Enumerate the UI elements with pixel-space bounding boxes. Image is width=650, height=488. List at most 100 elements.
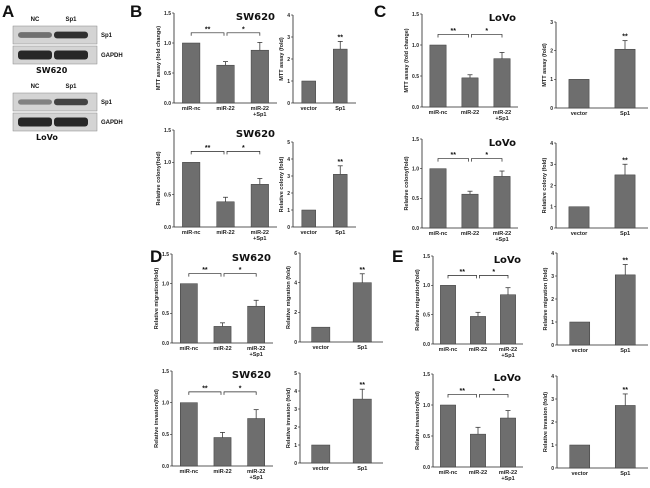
x-tick-label: miR-22 <box>216 230 234 236</box>
y-tick-label: 0.5 <box>423 434 430 440</box>
x-tick-label: miR-nc <box>182 230 201 236</box>
significance-label: ** <box>451 28 457 35</box>
bar <box>301 80 316 104</box>
chart-title: SW620 <box>232 253 271 264</box>
y-tick-label: 3 <box>551 274 554 280</box>
bar <box>311 326 331 343</box>
bar-chart-b-1: 0 1 2 3 4 MTT assay (fold) vector Sp1 ** <box>279 13 356 112</box>
x-tick-label: miR-nc <box>182 106 201 112</box>
x-tick-label: miR-22 +Sp1 <box>493 110 511 122</box>
bar <box>614 174 636 229</box>
bar <box>247 305 266 344</box>
significance-bracket <box>190 150 225 155</box>
x-tick-label: miR-nc <box>439 347 458 353</box>
y-axis-label: MTT assay (fold change) <box>404 28 410 92</box>
y-axis-label: Relative invasion (fold) <box>543 392 549 452</box>
bar-chart-d-10: 0.0 0.5 1.0 1.5 Relative invasion(fold) SW620… <box>154 369 273 481</box>
bar <box>493 58 511 108</box>
y-tick-label: 0 <box>550 106 553 112</box>
significance-label: * <box>242 26 245 33</box>
y-tick-label: 0.0 <box>412 226 419 232</box>
x-tick-label: Sp1 <box>620 348 630 354</box>
significance-bracket <box>471 158 503 162</box>
y-tick-label: 0.0 <box>162 464 169 470</box>
significance-bracket <box>437 158 469 162</box>
chart-title: LoVo <box>489 13 516 24</box>
panel-label-d: D <box>150 247 162 266</box>
y-tick-label: 0.0 <box>412 105 419 111</box>
significance-bracket <box>223 273 257 277</box>
significance-label: ** <box>205 145 211 152</box>
x-tick-label: Sp1 <box>620 111 630 117</box>
y-axis-label: Relative invasion(fold) <box>154 389 160 448</box>
y-tick-label: 1.5 <box>423 372 430 378</box>
bar <box>500 417 516 468</box>
y-tick-label: 1 <box>550 77 553 83</box>
significance-label: * <box>485 152 488 159</box>
y-tick-label: 1.5 <box>164 128 171 134</box>
y-tick-label: 4 <box>287 13 290 19</box>
y-tick-label: 1.0 <box>164 41 171 47</box>
bar-chart-e-15: 0 1 2 3 4 Relative invasion (fold) vector Sp1 ** <box>543 374 648 477</box>
bar <box>182 162 201 228</box>
x-tick-label: miR-nc <box>429 110 448 116</box>
significance-label: * <box>492 388 495 395</box>
y-tick-label: 0 <box>294 461 297 467</box>
y-axis-label: MTT assay (fold) <box>279 37 285 81</box>
bar <box>213 437 232 467</box>
chart-title: SW620 <box>236 12 275 23</box>
y-axis-label: MTT assay (fold) <box>542 43 548 87</box>
bar <box>250 49 269 104</box>
bar <box>429 168 447 229</box>
bar <box>493 176 511 229</box>
significance-label: * <box>239 267 242 274</box>
y-tick-label: 4 <box>550 141 553 147</box>
y-tick-label: 3 <box>287 35 290 41</box>
x-tick-label: vector <box>312 466 329 472</box>
y-tick-label: 1.5 <box>412 12 419 18</box>
bar <box>614 48 636 109</box>
x-tick-label: miR-22 <box>213 469 231 475</box>
y-tick-label: 1.5 <box>162 369 169 375</box>
significance-label: ** <box>623 258 629 265</box>
y-tick-label: 0.5 <box>162 432 169 438</box>
x-tick-label: miR-22 +Sp1 <box>499 347 517 359</box>
significance-label: ** <box>202 385 208 392</box>
y-tick-label: 5 <box>294 371 297 377</box>
chart-title: LoVo <box>489 138 516 149</box>
chart-title: SW620 <box>236 129 275 140</box>
y-tick-label: 0.5 <box>164 71 171 77</box>
y-axis-label: Relative invasion (fold) <box>286 388 292 448</box>
bar <box>352 398 372 464</box>
x-tick-label: vector <box>300 230 317 236</box>
bar <box>179 402 198 467</box>
y-tick-label: 2 <box>287 57 290 63</box>
y-tick-label: 3 <box>550 162 553 168</box>
y-tick-label: 1 <box>294 443 297 449</box>
y-tick-label: 1 <box>551 443 554 449</box>
significance-label: ** <box>205 26 211 33</box>
row-label: GAPDH <box>101 53 123 59</box>
bar <box>429 44 447 108</box>
x-tick-label: Sp1 <box>357 345 367 351</box>
protein-band <box>54 31 88 39</box>
bar-chart-d-9: 0 2 4 6 Relative migration (fold) vector Sp1 ** <box>286 251 383 351</box>
x-tick-label: miR-22 +Sp1 <box>493 231 511 243</box>
row-label: Sp1 <box>101 100 113 106</box>
bar <box>614 405 636 469</box>
y-tick-label: 4 <box>287 157 290 163</box>
bar-chart-e-14: 0.0 0.5 1.0 1.5 Relative invasion(fold) LoVo m… <box>415 372 523 482</box>
bar <box>182 42 201 104</box>
y-tick-label: 0 <box>550 226 553 232</box>
x-tick-label: Sp1 <box>620 471 630 477</box>
y-tick-label: 4 <box>294 389 297 395</box>
significance-bracket <box>447 275 477 279</box>
row-label: Sp1 <box>101 33 113 39</box>
x-tick-label: vector <box>571 471 588 477</box>
significance-label: ** <box>623 387 629 394</box>
western-blot-lovo: NC Sp1 Sp1 GAPDH LoVo <box>12 84 123 142</box>
significance-bracket <box>190 32 225 36</box>
y-tick-label: 1.5 <box>162 252 169 258</box>
y-axis-label: Relative migration (fold) <box>286 266 292 329</box>
y-tick-label: 0 <box>287 225 290 231</box>
